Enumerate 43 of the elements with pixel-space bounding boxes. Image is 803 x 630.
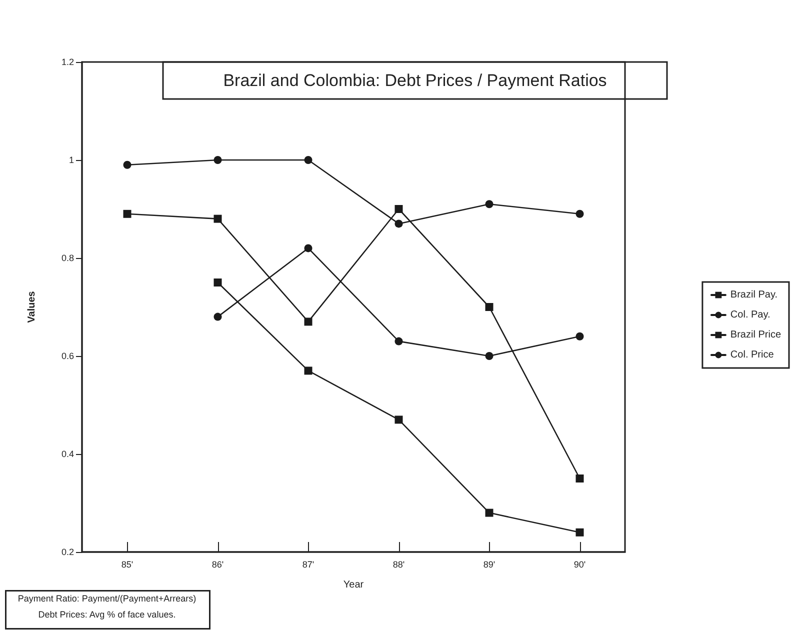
x-tick-label: 89' [483, 560, 496, 570]
y-tick-label: 0.8 [61, 253, 74, 263]
point [576, 474, 584, 482]
y-tick-label: 0.2 [61, 547, 74, 557]
point [394, 220, 403, 228]
text: Debt Prices: Avg % of face values. [38, 610, 176, 620]
x-tick-label: 88' [392, 560, 405, 570]
point [485, 352, 494, 360]
point [304, 318, 312, 326]
legend-label: Col. Pay. [730, 310, 770, 320]
y-tick-label: 0.4 [61, 449, 74, 459]
point [304, 244, 312, 252]
point [214, 214, 222, 223]
x-axis-title: Year [343, 580, 364, 590]
point [123, 210, 132, 218]
x-tick-label: 86' [212, 560, 224, 570]
point [394, 416, 403, 424]
x-tick-label: 90' [574, 560, 586, 570]
x-tick-label: 87' [302, 560, 314, 570]
text: Brazil and Colombia: Debt Prices / Payment Ratios [223, 71, 607, 90]
y-tick-label: 1.2 [61, 57, 74, 67]
point [214, 312, 222, 321]
legend-label: Brazil Pay. [730, 290, 778, 300]
point [394, 205, 403, 213]
y-tick-label: 0.6 [61, 351, 74, 361]
point [304, 366, 312, 375]
point [214, 156, 222, 164]
point [394, 337, 403, 346]
y-axis-title: Values [26, 290, 38, 323]
point [485, 303, 494, 311]
text: Payment Ratio: Payment/(Payment+Arrears) [18, 594, 196, 604]
legend-label: Brazil Price [730, 330, 782, 340]
point [576, 210, 584, 218]
point [485, 508, 494, 517]
point [214, 278, 222, 286]
point [576, 332, 584, 340]
y-tick-label: 1 [68, 155, 74, 165]
legend-label: Col. Price [730, 350, 774, 360]
point [576, 528, 584, 536]
point [123, 160, 132, 169]
point [485, 200, 494, 208]
x-tick-label: 85' [121, 560, 134, 570]
point [304, 156, 312, 164]
